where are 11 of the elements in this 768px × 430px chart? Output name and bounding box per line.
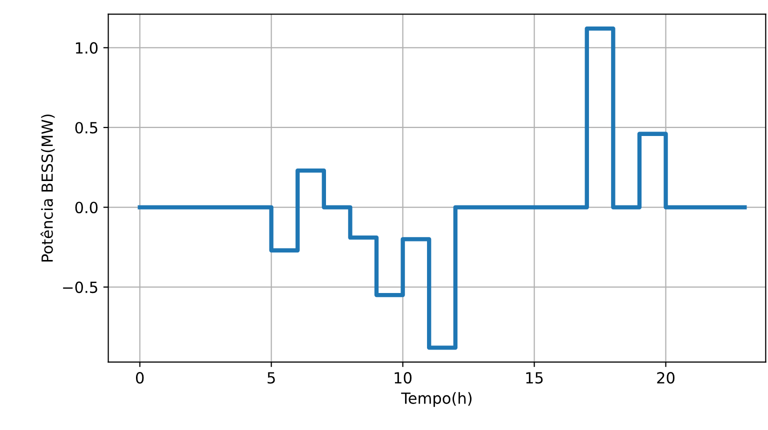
- y-axis-title: Potência BESS(MW): [40, 114, 55, 262]
- y-tick-label: 1.0: [76, 42, 98, 54]
- x-axis-title: Tempo(h): [401, 392, 472, 407]
- y-tick-label: 0.5: [75, 122, 98, 134]
- y-tick-label: 0.0: [75, 202, 98, 214]
- x-tick-label: 10: [394, 372, 412, 384]
- x-tick-label: 5: [268, 372, 275, 384]
- x-tick-label: 0: [136, 372, 144, 384]
- x-tick-label: 20: [657, 372, 674, 384]
- x-tick-label: 15: [526, 372, 543, 384]
- y-tick-label: −0.5: [63, 282, 98, 294]
